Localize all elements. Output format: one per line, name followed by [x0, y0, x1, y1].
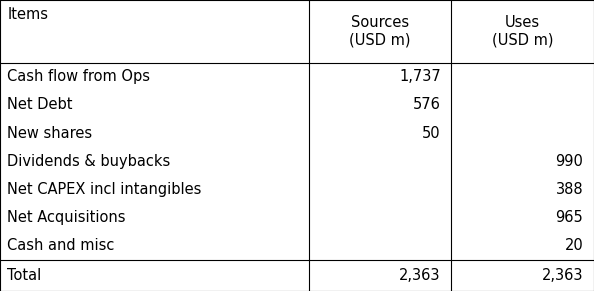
Text: 990: 990 [555, 154, 583, 169]
Text: Items: Items [7, 7, 48, 22]
Text: Sources
(USD m): Sources (USD m) [349, 15, 411, 47]
Text: Net CAPEX incl intangibles: Net CAPEX incl intangibles [7, 182, 201, 197]
Text: 20: 20 [564, 238, 583, 253]
Text: 50: 50 [422, 125, 441, 141]
Text: Net Debt: Net Debt [7, 97, 72, 112]
Text: Cash flow from Ops: Cash flow from Ops [7, 69, 150, 84]
Text: 2,363: 2,363 [399, 268, 441, 283]
Text: 965: 965 [555, 210, 583, 225]
Text: Net Acquisitions: Net Acquisitions [7, 210, 125, 225]
Text: 1,737: 1,737 [399, 69, 441, 84]
Text: Uses
(USD m): Uses (USD m) [492, 15, 554, 47]
Text: Cash and misc: Cash and misc [7, 238, 115, 253]
Text: Dividends & buybacks: Dividends & buybacks [7, 154, 170, 169]
Text: New shares: New shares [7, 125, 92, 141]
Text: Total: Total [7, 268, 42, 283]
Text: 576: 576 [413, 97, 441, 112]
Text: 388: 388 [555, 182, 583, 197]
Text: 2,363: 2,363 [542, 268, 583, 283]
